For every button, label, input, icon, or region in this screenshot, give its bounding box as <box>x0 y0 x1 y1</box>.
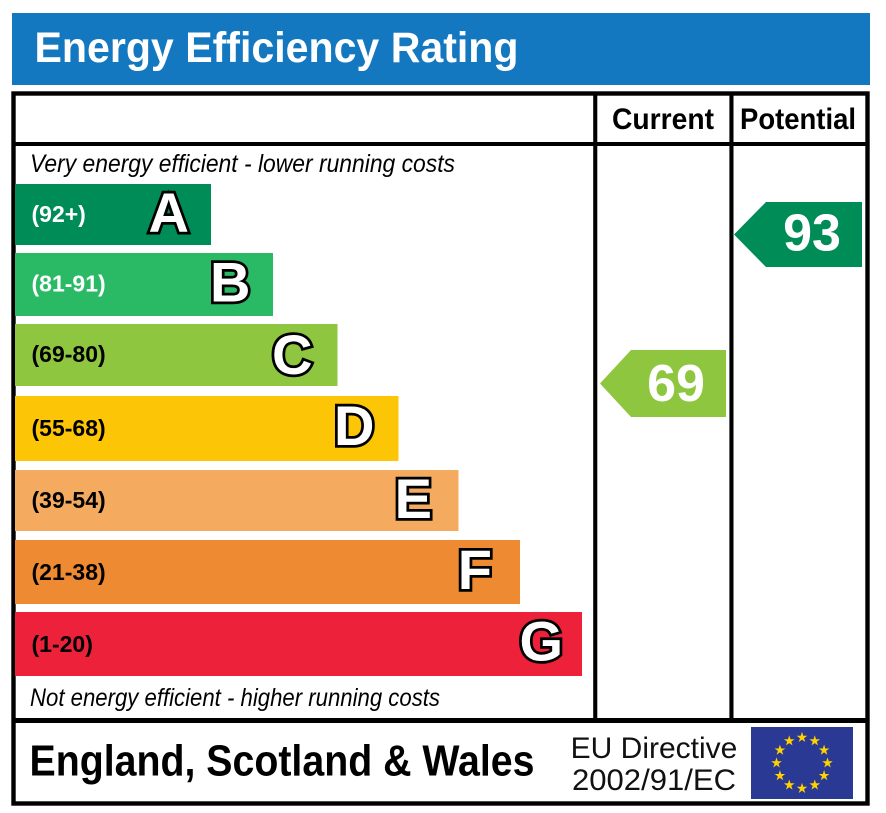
svg-text:F: F <box>458 538 492 601</box>
svg-text:D: D <box>334 394 374 457</box>
svg-text:A: A <box>149 181 189 244</box>
svg-text:G: G <box>519 610 563 673</box>
svg-text:(92+): (92+) <box>32 201 86 227</box>
svg-text:(55-68): (55-68) <box>32 415 106 441</box>
svg-text:69: 69 <box>647 355 705 413</box>
svg-text:(21-38): (21-38) <box>32 559 106 585</box>
svg-text:Not energy efficient - higher: Not energy efficient - higher running co… <box>30 684 440 712</box>
svg-text:Potential: Potential <box>740 103 856 136</box>
svg-text:B: B <box>210 251 250 314</box>
svg-text:Current: Current <box>612 103 714 136</box>
svg-text:EU Directive: EU Directive <box>571 732 738 765</box>
svg-text:E: E <box>395 467 432 530</box>
svg-text:(1-20): (1-20) <box>32 631 93 657</box>
svg-text:Very energy efficient - lower: Very energy efficient - lower running co… <box>30 150 455 178</box>
svg-text:England, Scotland & Wales: England, Scotland & Wales <box>30 738 535 786</box>
svg-text:(81-91): (81-91) <box>32 271 106 297</box>
svg-text:93: 93 <box>783 205 841 263</box>
svg-text:(39-54): (39-54) <box>32 487 106 513</box>
svg-text:Energy Efficiency Rating: Energy Efficiency Rating <box>35 24 519 72</box>
svg-text:(69-80): (69-80) <box>32 341 106 367</box>
svg-text:2002/91/EC: 2002/91/EC <box>572 764 736 797</box>
svg-text:C: C <box>272 323 312 386</box>
